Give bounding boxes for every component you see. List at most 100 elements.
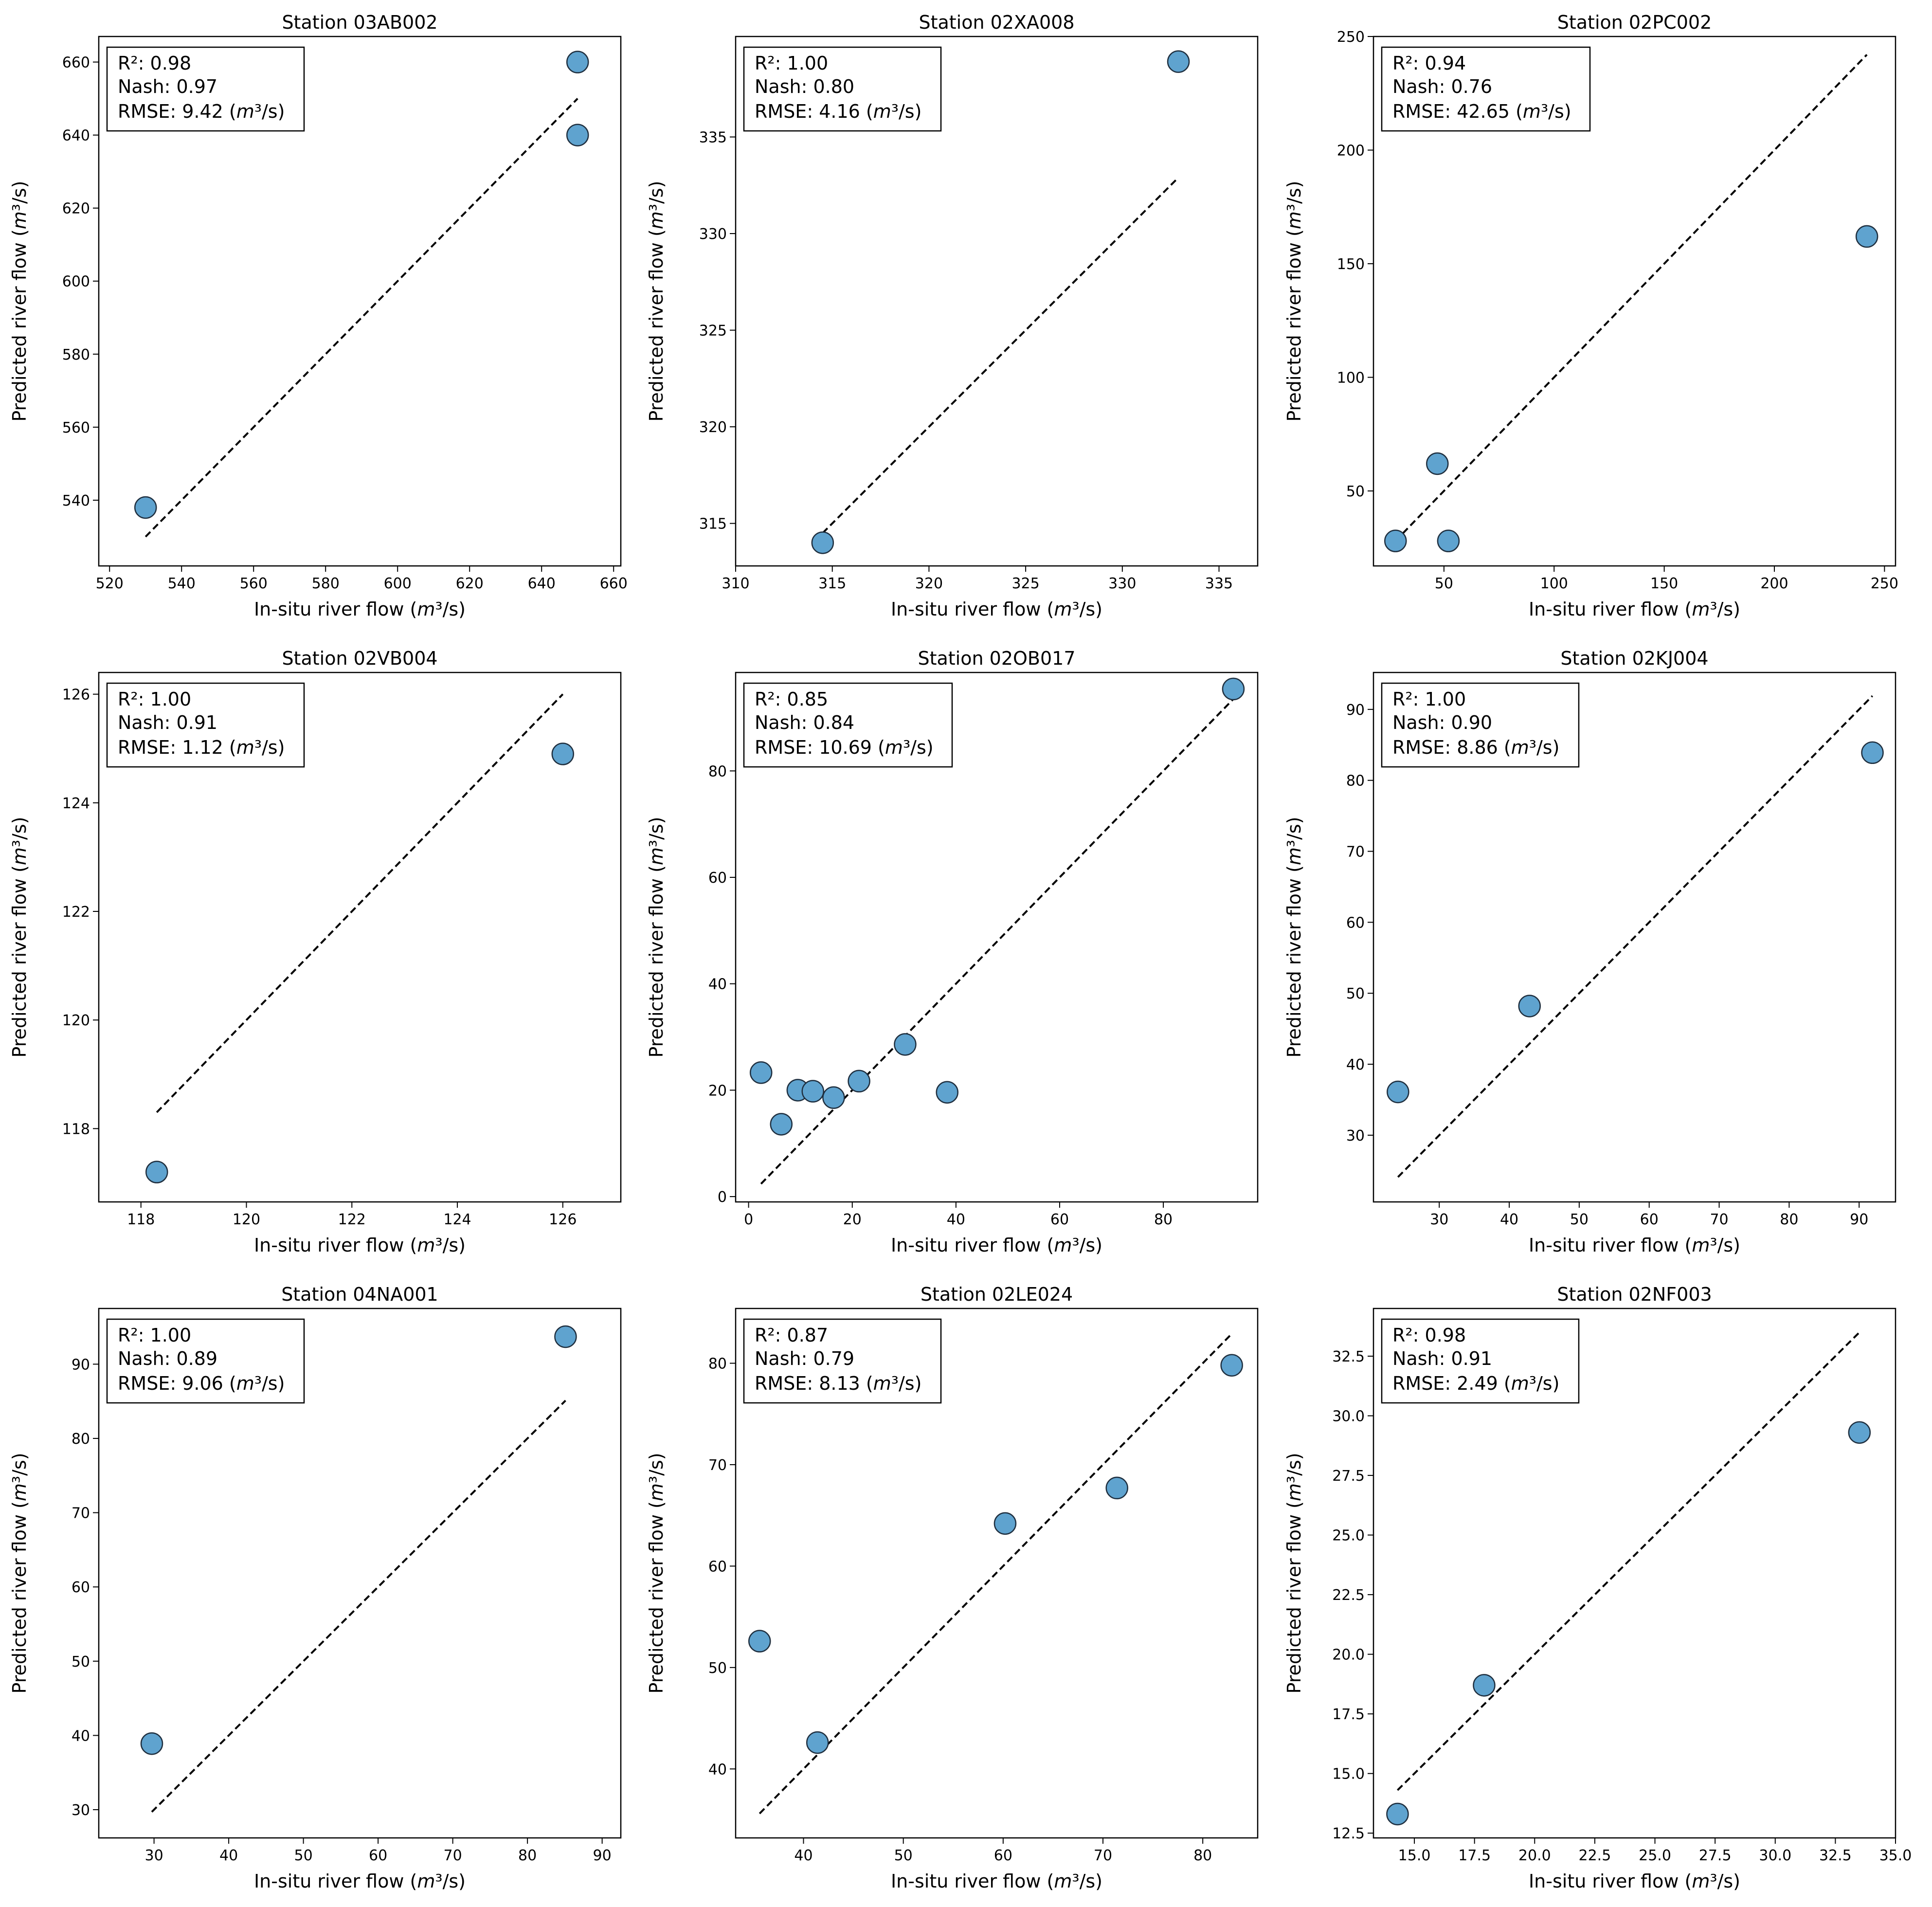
stat-nash: Nash: 0.84 — [755, 712, 854, 733]
stat-rmse: RMSE: 2.49 (m³/s) — [1392, 1373, 1559, 1394]
x-tick-label: 80 — [518, 1847, 537, 1864]
x-tick-label: 35.0 — [1879, 1847, 1912, 1864]
stat-nash: Nash: 0.91 — [118, 712, 217, 733]
x-tick-label: 325 — [1011, 575, 1039, 592]
data-point — [1167, 50, 1190, 73]
x-tick-label: 27.5 — [1699, 1847, 1732, 1864]
chart-title: Station 02LE024 — [921, 1284, 1073, 1305]
x-tick-label: 520 — [96, 575, 124, 592]
stat-rmse: RMSE: 9.42 (m³/s) — [118, 101, 285, 122]
axes-frame — [1372, 672, 1896, 1203]
x-tick-label: 22.5 — [1579, 1847, 1611, 1864]
stat-nash: Nash: 0.80 — [755, 76, 854, 97]
y-tick-label: 126 — [62, 687, 90, 704]
data-point — [1426, 452, 1449, 475]
x-tick-label: 50 — [294, 1847, 313, 1864]
x-tick-label: 60 — [1640, 1211, 1659, 1228]
one-to-one-line — [144, 98, 578, 538]
axes-frame — [735, 1308, 1259, 1839]
stats-box — [743, 46, 942, 132]
x-tick-label: 40 — [794, 1847, 813, 1864]
stat-rmse: RMSE: 8.86 (m³/s) — [1392, 737, 1559, 758]
y-tick-label: 70 — [708, 1457, 727, 1474]
y-tick-label: 60 — [72, 1579, 90, 1596]
y-tick-label: 320 — [699, 419, 727, 436]
x-tick-label: 70 — [1710, 1211, 1728, 1228]
x-tick-label: 120 — [233, 1211, 260, 1228]
stat-r2: R²: 0.94 — [1392, 53, 1466, 74]
x-tick-label: 560 — [240, 575, 268, 592]
one-to-one-line — [1397, 695, 1873, 1178]
y-tick-label: 50 — [1346, 483, 1365, 500]
stat-r2: R²: 1.00 — [118, 1325, 191, 1346]
x-tick-label: 620 — [456, 575, 484, 592]
y-axis-label: Predicted river flow (m³/s) — [646, 1453, 667, 1693]
y-tick-label: 25.0 — [1332, 1527, 1365, 1544]
chart-panel: Station 02VB004 118 120 122 124 126 118 120 122 1… — [9, 648, 622, 1256]
data-point — [894, 1033, 917, 1056]
axes-frame — [1372, 1308, 1896, 1839]
stat-r2: R²: 1.00 — [755, 53, 828, 74]
axes-frame — [98, 36, 622, 567]
stat-nash: Nash: 0.97 — [118, 76, 217, 97]
x-tick-label: 320 — [915, 575, 943, 592]
data-point — [1386, 1802, 1409, 1826]
chart-title: Station 02KJ004 — [1560, 648, 1708, 669]
data-point — [822, 1086, 845, 1109]
stat-rmse: RMSE: 8.13 (m³/s) — [755, 1373, 921, 1394]
data-point — [993, 1512, 1017, 1535]
data-point — [801, 1080, 825, 1103]
y-tick-label: 30 — [1346, 1127, 1365, 1144]
x-tick-label: 50 — [1570, 1211, 1589, 1228]
y-tick-label: 90 — [1346, 702, 1365, 719]
y-tick-label: 315 — [699, 516, 727, 533]
y-tick-label: 118 — [62, 1121, 90, 1138]
y-axis-label: Predicted river flow (m³/s) — [1283, 181, 1305, 421]
x-tick-label: 126 — [549, 1211, 577, 1228]
x-tick-label: 20 — [843, 1211, 862, 1228]
x-tick-label: 80 — [1154, 1211, 1173, 1228]
x-tick-label: 250 — [1871, 575, 1898, 592]
y-tick-label: 250 — [1337, 29, 1365, 46]
x-tick-label: 17.5 — [1458, 1847, 1491, 1864]
y-tick-label: 100 — [1337, 369, 1365, 386]
axes-frame — [98, 1308, 622, 1839]
y-tick-label: 22.5 — [1332, 1587, 1365, 1604]
axes-frame — [735, 36, 1259, 567]
y-tick-label: 580 — [62, 346, 90, 363]
x-tick-label: 124 — [443, 1211, 471, 1228]
stats-box — [743, 682, 953, 768]
y-tick-label: 20 — [708, 1082, 727, 1099]
chart-title: Station 02PC002 — [1557, 12, 1712, 33]
chart-title: Station 02VB004 — [282, 648, 437, 669]
data-point — [1473, 1674, 1496, 1697]
x-tick-label: 80 — [1780, 1211, 1798, 1228]
x-tick-label: 660 — [600, 575, 628, 592]
y-tick-label: 40 — [708, 976, 727, 993]
y-tick-label: 70 — [1346, 844, 1365, 861]
y-tick-label: 30 — [72, 1802, 90, 1819]
y-tick-label: 80 — [72, 1431, 90, 1448]
y-tick-label: 32.5 — [1332, 1348, 1365, 1365]
data-point — [811, 531, 834, 554]
y-tick-label: 50 — [72, 1653, 90, 1671]
one-to-one-line — [758, 1333, 1233, 1815]
data-point — [566, 124, 589, 146]
x-tick-label: 40 — [1500, 1211, 1518, 1228]
x-tick-label: 40 — [219, 1847, 238, 1864]
y-tick-label: 80 — [1346, 773, 1365, 790]
chart-panel: Station 04NA001 30 40 50 60 70 80 90 30 40 50 60 70 8… — [9, 1284, 622, 1892]
data-point — [134, 496, 157, 519]
stat-nash: Nash: 0.89 — [118, 1348, 217, 1369]
chart-title: Station 02OB017 — [918, 648, 1075, 669]
stat-nash: Nash: 0.76 — [1392, 76, 1492, 97]
y-tick-label: 540 — [62, 492, 90, 509]
x-tick-label: 100 — [1540, 575, 1568, 592]
one-to-one-line — [760, 698, 1234, 1185]
one-to-one-line — [156, 693, 564, 1113]
data-point — [140, 1732, 163, 1755]
y-tick-label: 150 — [1337, 256, 1365, 273]
x-tick-label: 90 — [593, 1847, 612, 1864]
stat-nash: Nash: 0.91 — [1392, 1348, 1492, 1369]
y-tick-label: 0 — [718, 1189, 727, 1206]
